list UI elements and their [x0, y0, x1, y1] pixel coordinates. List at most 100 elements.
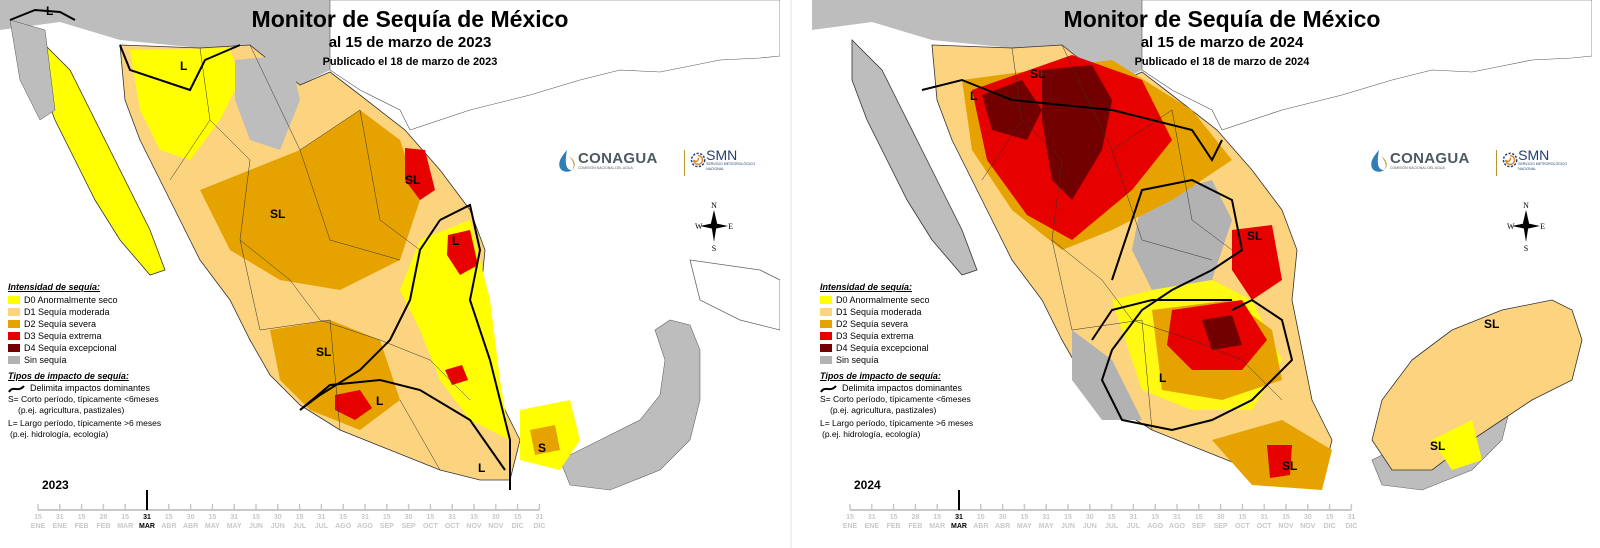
legend-swatch-d3 — [820, 332, 832, 340]
legend-label: D1 Sequía moderada — [24, 307, 110, 317]
panel-divider — [790, 0, 792, 548]
impact-s-example: (p.ej. agricultura, pastizales) — [18, 405, 125, 415]
timeline-month-label: JUN — [1082, 523, 1097, 530]
region-label: SL — [405, 173, 420, 187]
timeline-year: 2023 — [42, 478, 69, 492]
timeline-day-label: 31 — [955, 514, 963, 521]
boundary-line-icon — [8, 384, 25, 393]
compass-n: N — [1523, 201, 1529, 210]
smn-name: SMN — [706, 147, 738, 163]
boundary-line-icon — [820, 384, 837, 393]
timeline-month-label: DIC — [1323, 523, 1336, 530]
timeline-month-label: MAY — [204, 523, 220, 530]
timeline-day-label: 15 — [77, 514, 86, 521]
timeline-month-label: MAY — [1016, 523, 1032, 530]
impact-boundaries — [921, 78, 1294, 432]
impact-l: L= Largo período, típicamente >6 meses — [820, 418, 974, 428]
legend-title: Intensidad de sequía: — [8, 282, 101, 292]
impact-title: Tipos de impacto de sequía: — [820, 371, 941, 381]
legend-label: D4 Sequía excepcional — [836, 343, 929, 353]
legend-label: D2 Sequía severa — [24, 319, 97, 329]
legend-item: D1 Sequía moderada — [820, 306, 1050, 318]
smn-sun-icon — [690, 152, 706, 167]
timeline-day-label: 15 — [121, 514, 130, 521]
impact-l-example: (p.ej. hidrología, ecología) — [822, 429, 921, 439]
region-label: L — [452, 234, 459, 248]
timeline-month-label: OCT — [1235, 523, 1250, 530]
timeline-month-label: FEB — [886, 523, 901, 530]
timeline-day-label: 31 — [317, 514, 326, 521]
conagua-name: CONAGUA — [1390, 150, 1470, 167]
timeline-month-label: NOV — [466, 523, 482, 530]
legend-label: Sin sequía — [836, 355, 879, 365]
d0-east — [400, 220, 510, 440]
legend-label: D0 Anormalmente seco — [24, 295, 118, 305]
timeline-day-label: 30 — [404, 514, 413, 521]
legend-item: D1 Sequía moderada — [8, 306, 238, 318]
legend: Intensidad de sequía: D0 Anormalmente se… — [8, 282, 238, 440]
timeline-month-label: FEB — [908, 523, 923, 530]
compass-e: E — [1540, 222, 1545, 231]
timeline-day-label: 31 — [1129, 514, 1138, 521]
logos: CONAGUA COMISIÓN NACIONAL DEL AGUA SMN S… — [556, 148, 756, 178]
timeline-day-label: 31 — [55, 514, 64, 521]
smn-logo: SMN SERVICIO METEOROLÓGICO NACIONAL — [1502, 148, 1568, 171]
legend-swatch-d1 — [820, 308, 832, 316]
legend-item: D0 Anormalmente seco — [820, 294, 1050, 306]
timeline-month-label: MAR — [139, 523, 155, 530]
compass-rose-icon: N S E W — [695, 201, 733, 252]
timeline-month-label: AGO — [357, 523, 373, 530]
legend-label: Sin sequía — [24, 355, 67, 365]
conagua-subtext: COMISIÓN NACIONAL DEL AGUA — [1390, 166, 1445, 170]
legend-item: D3 Sequía extrema — [820, 330, 1050, 342]
map-subtitle: al 15 de marzo de 2024 — [1140, 34, 1304, 51]
timeline-month-label: JUN — [1060, 523, 1075, 530]
map-title: Monitor de Sequía de México — [251, 6, 569, 32]
conagua-subtext: COMISIÓN NACIONAL DEL AGUA — [578, 166, 633, 170]
compass-e: E — [728, 222, 733, 231]
timeline-month-label: ENE — [52, 523, 67, 530]
timeline-day-label: 28 — [911, 514, 920, 521]
timeline-day-label: 30 — [1216, 514, 1225, 521]
conagua-name: CONAGUA — [578, 150, 658, 167]
map-published: Publicado el 18 de marzo de 2024 — [1134, 56, 1310, 68]
state-borders — [981, 44, 1283, 431]
legend-swatch-d4 — [820, 344, 832, 352]
timeline-day-label: 30 — [1085, 514, 1094, 521]
timeline-day-label: 15 — [1020, 514, 1029, 521]
timeline-day-label: 15 — [470, 514, 478, 521]
smn-subtext: SERVICIO METEOROLÓGICO NACIONAL — [706, 162, 756, 171]
smn-logo: SMN SERVICIO METEOROLÓGICO NACIONAL — [690, 148, 756, 171]
timeline-day-label: 30 — [998, 514, 1007, 521]
map-panel-2023: L L SL SL L SL L S L Monitor de Sequía d… — [0, 0, 780, 548]
timeline-month-label: JUN — [248, 523, 263, 530]
compass-w: W — [1507, 222, 1515, 231]
cuba — [689, 259, 780, 331]
timeline-day-label: 15 — [1325, 514, 1334, 521]
timeline-day-label: 31 — [535, 514, 544, 521]
timeline-month-label: OCT — [423, 523, 438, 530]
legend-swatch-d0 — [8, 296, 20, 304]
region-label: L — [970, 89, 977, 103]
none-north — [235, 55, 300, 150]
timeline-month-label: ENE — [864, 523, 879, 530]
legend: Intensidad de sequía: D0 Anormalmente se… — [820, 282, 1050, 440]
timeline-month-label: AGO — [335, 523, 352, 530]
legend-swatch-none — [8, 356, 20, 364]
state-borders — [169, 44, 471, 471]
conagua-icon — [559, 150, 575, 172]
region-label: SL — [1030, 67, 1045, 81]
region-label: L — [478, 461, 485, 475]
timeline-day-label: 30 — [491, 514, 500, 521]
timeline-day-label: 31 — [1042, 514, 1051, 521]
legend-item: D2 Sequía severa — [820, 318, 1050, 330]
us-land — [0, 0, 330, 85]
timeline-day-label: 15 — [1151, 514, 1160, 521]
timeline-day-label: 15 — [1238, 514, 1247, 521]
legend-label: D0 Anormalmente seco — [836, 295, 930, 305]
impact-s: S= Corto período, típicamente <6meses — [8, 394, 159, 404]
region-label: SL — [1484, 317, 1499, 331]
timeline-month-label: NOV — [1278, 523, 1294, 530]
timeline-day-label: 31 — [143, 514, 151, 521]
smn-subtext: SERVICIO METEOROLÓGICO NACIONAL — [1518, 162, 1568, 171]
